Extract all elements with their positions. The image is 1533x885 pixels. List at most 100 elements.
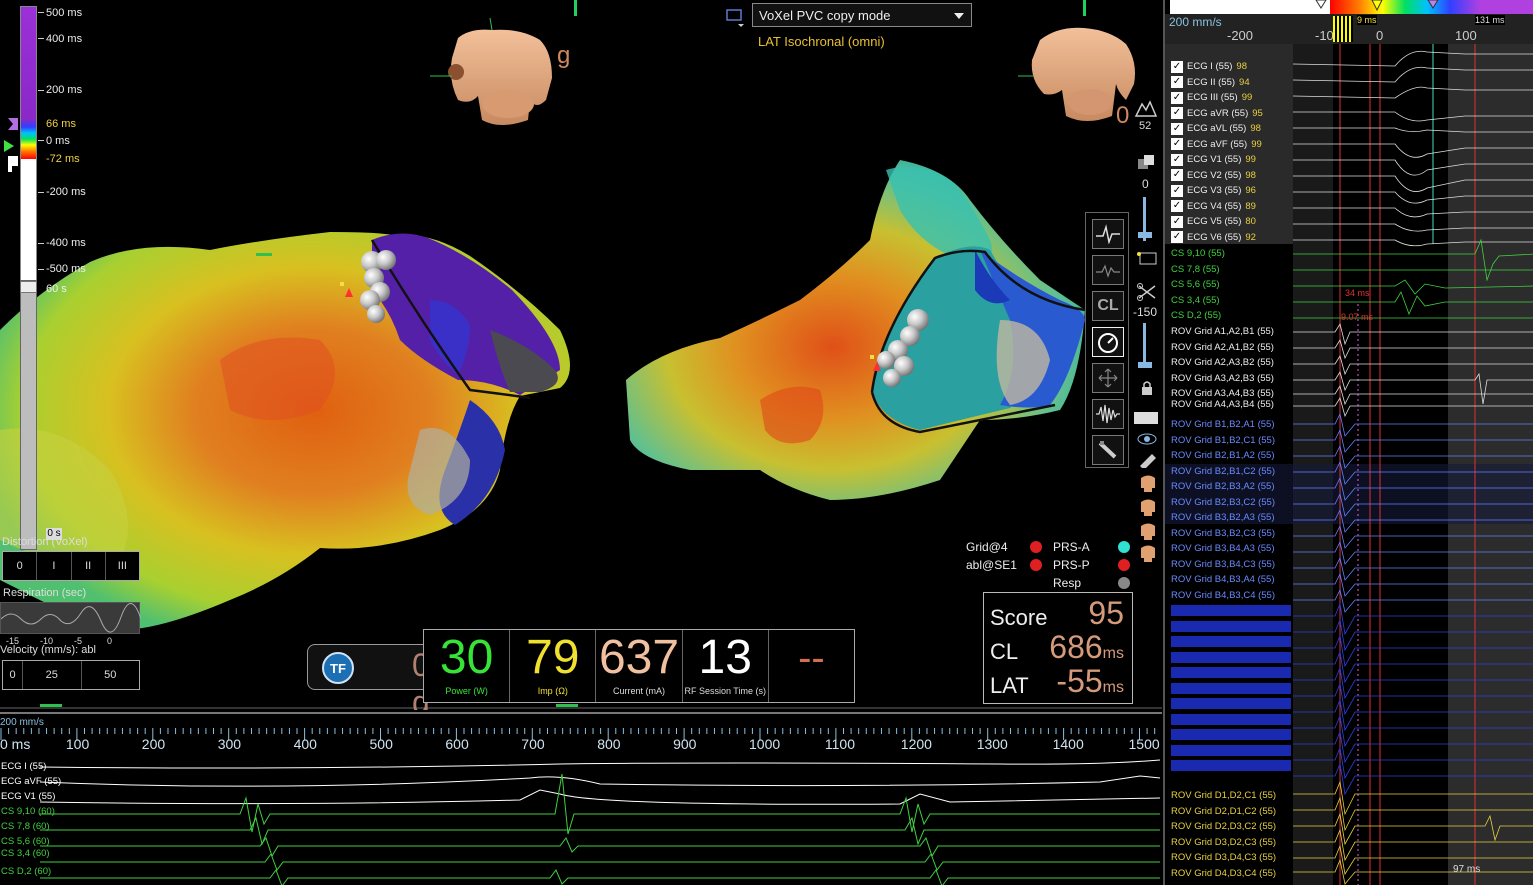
bottom-channel-label[interactable]: CS 3,4 (60) xyxy=(1,848,50,859)
signal-channel-row[interactable]: ROV Grid B3,B2,A3 (55) xyxy=(1171,510,1274,525)
layout-icon[interactable] xyxy=(726,8,746,28)
distortion-seg[interactable]: 0 xyxy=(3,552,38,580)
ecg-channel-row[interactable]: ✓ ECG II (55) 94 xyxy=(1171,75,1250,90)
cl-button[interactable]: CL xyxy=(1092,291,1124,321)
bottom-channel-label[interactable]: CS 7,8 (60) xyxy=(1,821,50,832)
white-button[interactable] xyxy=(1134,412,1158,424)
opacity-slider-knob[interactable] xyxy=(1138,232,1152,238)
signal-channel-row[interactable]: CS 7,8 (55) xyxy=(1171,262,1220,277)
distortion-seg[interactable]: I xyxy=(37,552,72,580)
velocity-seg[interactable]: 0 xyxy=(3,661,23,689)
bottom-channel-label[interactable]: ECG V1 (55) xyxy=(1,791,56,802)
map-mode-dropdown[interactable]: VoXel PVC copy mode xyxy=(752,3,972,27)
ecg-channel-row[interactable]: ✓ ECG V6 (55) 92 xyxy=(1171,230,1256,245)
mountain-icon[interactable] xyxy=(1134,98,1158,118)
signal-channel-row[interactable]: ROV Grid B1,B2,C1 (55) xyxy=(1171,433,1275,448)
rov-c-channel-highlight[interactable] xyxy=(1171,651,1291,663)
signal-channel-row[interactable]: CS 5,6 (55) xyxy=(1171,277,1220,292)
signal-burst-button[interactable] xyxy=(1092,399,1124,429)
lat-scale-strip[interactable] xyxy=(1170,0,1533,14)
signal-channel-row[interactable]: ROV Grid A3,A2,B3 (55) xyxy=(1171,371,1274,386)
signal-channel-row[interactable]: ROV Grid B1,B2,A1 (55) xyxy=(1171,417,1274,432)
ecg-channel-row[interactable]: ✓ ECG aVL (55) 98 xyxy=(1171,121,1261,136)
ecg-channel-row[interactable]: ✓ ECG V1 (55) 99 xyxy=(1171,152,1256,167)
signal-channel-row[interactable]: ROV Grid A4,A3,B4 (55) xyxy=(1171,397,1274,412)
velocity-seg[interactable]: 50 xyxy=(104,669,117,681)
bottom-signal-strip[interactable]: 200 mm/s 0 ms 100 200 300 400 500 600 700 800 900… xyxy=(0,712,1162,885)
bottom-channel-label[interactable]: CS 9,10 (60) xyxy=(1,806,55,817)
rov-c-channel-highlight[interactable] xyxy=(1171,760,1291,771)
channel-checkbox[interactable]: ✓ xyxy=(1171,60,1183,73)
slider-knob[interactable] xyxy=(20,281,37,293)
clip-slider-knob[interactable] xyxy=(1138,362,1152,368)
signal-channel-row[interactable]: ROV Grid B3,B4,C3 (55) xyxy=(1171,557,1275,572)
signal-alt-button[interactable] xyxy=(1092,255,1124,285)
signal-channel-row[interactable]: ROV Grid A2,A3,B2 (55) xyxy=(1171,355,1274,370)
signal-panel[interactable]: 200 mm/s -200 -100 0 100 9 ms 131 ms xyxy=(1163,0,1533,885)
signal-channel-row[interactable]: ROV Grid D2,D3,C2 (55) xyxy=(1171,819,1276,834)
distortion-seg[interactable]: II xyxy=(72,552,106,580)
signal-channel-row[interactable]: ROV Grid D1,D2,C1 (55) xyxy=(1171,788,1276,803)
signal-channel-row[interactable]: ROV Grid D3,D4,C3 (55) xyxy=(1171,850,1276,865)
rov-c-channel-highlight[interactable] xyxy=(1171,744,1291,756)
signal-channel-row[interactable]: ROV Grid B2,B3,A2 (55) xyxy=(1171,479,1274,494)
signal-channel-row[interactable]: CS D,2 (55) xyxy=(1171,308,1221,323)
bottom-channel-label[interactable]: CS 5,6 (60) xyxy=(1,836,50,847)
velocity-seg[interactable]: 25 xyxy=(23,661,82,689)
ecg-channel-row[interactable]: ✓ ECG V3 (55) 96 xyxy=(1171,183,1256,198)
signal-channel-row[interactable]: ROV Grid B4,B3,A4 (55) xyxy=(1171,572,1274,587)
rov-c-channel-highlight[interactable] xyxy=(1171,636,1291,647)
ecg-channel-row[interactable]: ✓ ECG V5 (55) 80 xyxy=(1171,214,1256,229)
channel-checkbox[interactable]: ✓ xyxy=(1171,122,1183,135)
map-viewport[interactable]: 500 ms 400 ms 200 ms 66 ms 0 ms -72 ms -… xyxy=(0,0,1162,710)
bottom-channel-label[interactable]: ECG I (55) xyxy=(1,761,47,772)
lock-icon[interactable] xyxy=(1139,380,1155,396)
light-icon[interactable] xyxy=(1136,250,1158,266)
gauge-button[interactable] xyxy=(1092,327,1124,357)
layers-icon[interactable] xyxy=(1136,153,1156,171)
signal-channel-row[interactable]: ROV Grid B4,B3,C4 (55) xyxy=(1171,588,1275,603)
channel-checkbox[interactable]: ✓ xyxy=(1171,91,1183,104)
channel-checkbox[interactable]: ✓ xyxy=(1171,215,1183,228)
distortion-seg[interactable]: III xyxy=(117,560,127,572)
clip-slider[interactable] xyxy=(1143,323,1146,367)
scissors-icon[interactable] xyxy=(1136,283,1158,301)
signal-view-button[interactable] xyxy=(1092,219,1124,249)
velocity-selector[interactable]: 0 25 50 xyxy=(2,660,140,690)
catheter-button[interactable] xyxy=(1092,435,1124,465)
channel-checkbox[interactable]: ✓ xyxy=(1171,138,1183,150)
rov-c-channel-highlight[interactable] xyxy=(1171,605,1291,616)
ecg-channel-row[interactable]: ✓ ECG I (55) 98 xyxy=(1171,59,1247,74)
signal-channel-row[interactable]: CS 9,10 (55) xyxy=(1171,246,1225,261)
ecg-channel-row[interactable]: ✓ ECG aVF (55) 99 xyxy=(1171,137,1262,152)
time-slider[interactable] xyxy=(20,280,37,550)
signal-channel-row[interactable]: CS 3,4 (55) xyxy=(1171,293,1220,308)
channel-checkbox[interactable]: ✓ xyxy=(1171,231,1183,243)
ecg-channel-row[interactable]: ✓ ECG V4 (55) 89 xyxy=(1171,199,1256,214)
eye-icon[interactable] xyxy=(1136,432,1158,446)
view-presets[interactable] xyxy=(1138,474,1158,566)
channel-checkbox[interactable]: ✓ xyxy=(1171,76,1183,88)
signal-channel-row[interactable]: ROV Grid B3,B2,C3 (55) xyxy=(1171,526,1275,541)
channel-checkbox[interactable]: ✓ xyxy=(1171,184,1183,197)
signal-channel-row[interactable]: ROV Grid D4,D3,C4 (55) xyxy=(1171,866,1276,881)
signal-channel-row[interactable]: ROV Grid A2,A1,B2 (55) xyxy=(1171,340,1274,355)
channel-checkbox[interactable]: ✓ xyxy=(1171,153,1183,166)
rov-c-channel-highlight[interactable] xyxy=(1171,682,1291,694)
channel-checkbox[interactable]: ✓ xyxy=(1171,107,1183,119)
signal-channel-row[interactable]: ROV Grid D2,D1,C2 (55) xyxy=(1171,804,1276,819)
bottom-channel-label[interactable]: ECG aVF (55) xyxy=(1,776,62,787)
rov-c-channel-highlight[interactable] xyxy=(1171,667,1291,678)
ecg-channel-row[interactable]: ✓ ECG III (55) 99 xyxy=(1171,90,1252,105)
color-scale[interactable] xyxy=(20,6,37,284)
distortion-selector[interactable]: 0 I II III xyxy=(2,551,140,581)
channel-checkbox[interactable]: ✓ xyxy=(1171,200,1183,212)
opacity-slider[interactable] xyxy=(1143,197,1146,241)
rov-c-channel-highlight[interactable] xyxy=(1171,698,1291,709)
signal-channel-row[interactable]: ROV Grid B2,B1,A2 (55) xyxy=(1171,448,1274,463)
rov-c-channel-highlight[interactable] xyxy=(1171,713,1291,725)
bottom-channel-label[interactable]: CS D,2 (60) xyxy=(1,866,52,877)
signal-channel-row[interactable]: ROV Grid A3,A4,B3 (55) xyxy=(1171,386,1274,401)
scale-handles[interactable] xyxy=(4,112,20,176)
signal-channel-row[interactable]: ROV Grid B2,B1,C2 (55) xyxy=(1171,464,1275,479)
